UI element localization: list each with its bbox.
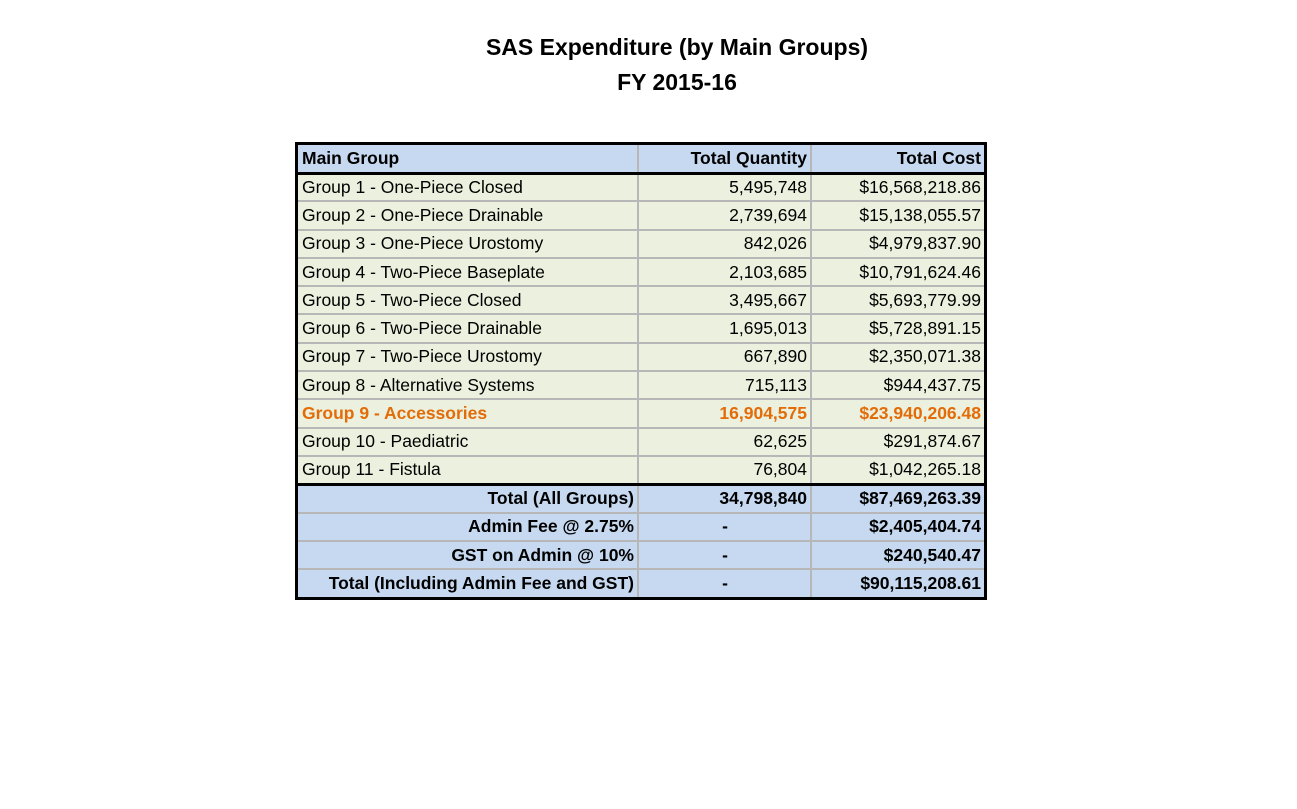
- group-name-cell: Group 8 - Alternative Systems: [298, 371, 639, 401]
- report-title: SAS Expenditure (by Main Groups) FY 2015…: [0, 30, 1297, 100]
- header-total-quantity: Total Quantity: [638, 145, 812, 175]
- total-cost-cell: $87,469,263.39: [811, 484, 984, 514]
- quantity-cell: 842,026: [638, 229, 812, 259]
- total-all-groups-row: Total (All Groups) 34,798,840 $87,469,26…: [298, 484, 984, 514]
- table-row-highlighted: Group 9 - Accessories 16,904,575 $23,940…: [298, 399, 984, 429]
- gst-label-cell: GST on Admin @ 10%: [298, 540, 639, 571]
- grand-total-quantity-cell: -: [638, 569, 812, 598]
- quantity-cell: 2,103,685: [638, 257, 812, 288]
- admin-fee-cost-cell: $2,405,404.74: [811, 512, 984, 542]
- grand-total-label-cell: Total (Including Admin Fee and GST): [298, 569, 639, 598]
- group-name-cell: Group 4 - Two-Piece Baseplate: [298, 257, 639, 288]
- header-row: Main Group Total Quantity Total Cost: [298, 145, 984, 175]
- group-name-cell: Group 11 - Fistula: [298, 455, 639, 486]
- total-quantity-cell: 34,798,840: [638, 484, 812, 514]
- quantity-cell: 715,113: [638, 371, 812, 401]
- table-row: Group 6 - Two-Piece Drainable 1,695,013 …: [298, 314, 984, 344]
- table-row: Group 7 - Two-Piece Urostomy 667,890 $2,…: [298, 342, 984, 373]
- cost-cell: $23,940,206.48: [811, 399, 984, 429]
- cost-cell: $291,874.67: [811, 427, 984, 457]
- table-row: Group 2 - One-Piece Drainable 2,739,694 …: [298, 201, 984, 231]
- gst-quantity-cell: -: [638, 540, 812, 571]
- gst-row: GST on Admin @ 10% - $240,540.47: [298, 540, 984, 571]
- cost-cell: $1,042,265.18: [811, 455, 984, 486]
- group-name-cell: Group 1 - One-Piece Closed: [298, 173, 639, 203]
- table-row: Group 10 - Paediatric 62,625 $291,874.67: [298, 427, 984, 457]
- table-row: Group 8 - Alternative Systems 715,113 $9…: [298, 371, 984, 401]
- cost-cell: $16,568,218.86: [811, 173, 984, 203]
- table-row: Group 3 - One-Piece Urostomy 842,026 $4,…: [298, 229, 984, 259]
- header-main-group: Main Group: [298, 145, 639, 175]
- quantity-cell: 2,739,694: [638, 201, 812, 231]
- admin-fee-quantity-cell: -: [638, 512, 812, 542]
- header-total-cost: Total Cost: [811, 145, 984, 175]
- grand-total-row: Total (Including Admin Fee and GST) - $9…: [298, 569, 984, 598]
- table-row: Group 4 - Two-Piece Baseplate 2,103,685 …: [298, 257, 984, 288]
- quantity-cell: 3,495,667: [638, 286, 812, 316]
- quantity-cell: 16,904,575: [638, 399, 812, 429]
- group-name-cell: Group 6 - Two-Piece Drainable: [298, 314, 639, 344]
- cost-cell: $10,791,624.46: [811, 257, 984, 288]
- cost-cell: $4,979,837.90: [811, 229, 984, 259]
- group-name-cell: Group 5 - Two-Piece Closed: [298, 286, 639, 316]
- cost-cell: $15,138,055.57: [811, 201, 984, 231]
- grand-total-cost-cell: $90,115,208.61: [811, 569, 984, 598]
- group-name-cell: Group 9 - Accessories: [298, 399, 639, 429]
- expenditure-table: Main Group Total Quantity Total Cost Gro…: [295, 142, 987, 601]
- quantity-cell: 667,890: [638, 342, 812, 373]
- gst-cost-cell: $240,540.47: [811, 540, 984, 571]
- admin-fee-row: Admin Fee @ 2.75% - $2,405,404.74: [298, 512, 984, 542]
- title-line-1: SAS Expenditure (by Main Groups): [485, 34, 869, 60]
- quantity-cell: 62,625: [638, 427, 812, 457]
- quantity-cell: 76,804: [638, 455, 812, 486]
- admin-fee-label-cell: Admin Fee @ 2.75%: [298, 512, 639, 542]
- total-label-cell: Total (All Groups): [298, 484, 639, 514]
- title-line-2: FY 2015-16: [617, 69, 737, 95]
- table-row: Group 11 - Fistula 76,804 $1,042,265.18: [298, 455, 984, 486]
- quantity-cell: 1,695,013: [638, 314, 812, 344]
- quantity-cell: 5,495,748: [638, 173, 812, 203]
- group-name-cell: Group 10 - Paediatric: [298, 427, 639, 457]
- cost-cell: $5,728,891.15: [811, 314, 984, 344]
- cost-cell: $2,350,071.38: [811, 342, 984, 373]
- cost-cell: $944,437.75: [811, 371, 984, 401]
- table-row: Group 5 - Two-Piece Closed 3,495,667 $5,…: [298, 286, 984, 316]
- group-name-cell: Group 7 - Two-Piece Urostomy: [298, 342, 639, 373]
- group-name-cell: Group 2 - One-Piece Drainable: [298, 201, 639, 231]
- table-row: Group 1 - One-Piece Closed 5,495,748 $16…: [298, 173, 984, 203]
- group-name-cell: Group 3 - One-Piece Urostomy: [298, 229, 639, 259]
- cost-cell: $5,693,779.99: [811, 286, 984, 316]
